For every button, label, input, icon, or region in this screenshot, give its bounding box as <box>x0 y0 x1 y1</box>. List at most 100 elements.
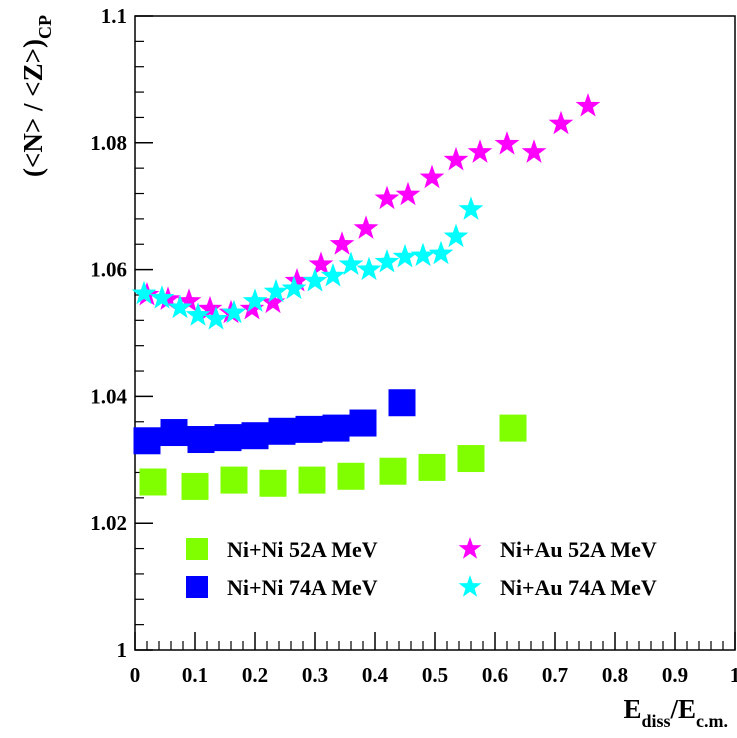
data-point-square <box>268 417 296 445</box>
data-point-star <box>302 268 328 292</box>
data-point-square <box>295 415 323 443</box>
legend-item: Ni+Au 52A MeV <box>458 537 657 562</box>
data-point-square <box>187 426 215 454</box>
x-tick-label: 0.8 <box>602 663 628 687</box>
data-point-star <box>494 131 520 155</box>
legend: Ni+Ni 52A MeV Ni+Au 52A MeV Ni+Ni 74A MeV N… <box>186 537 657 600</box>
y-tick-label: 1.06 <box>90 258 127 282</box>
series-1 <box>139 414 527 500</box>
data-point-star <box>131 280 157 305</box>
series-2 <box>133 389 416 455</box>
x-tick-label: 0.1 <box>182 663 208 687</box>
y-axis-ticks: 1 1.02 1.04 1.06 1.08 1.1 <box>90 4 153 662</box>
data-point-square <box>220 466 248 494</box>
data-point-star <box>242 288 268 312</box>
data-point-square <box>457 445 485 473</box>
data-point-square <box>379 457 407 485</box>
data-point-star <box>521 139 547 163</box>
data-point-star <box>356 256 382 281</box>
data-point-square <box>139 468 167 496</box>
data-point-square <box>214 424 242 452</box>
data-point-square <box>322 414 350 442</box>
data-point-star <box>260 289 286 314</box>
legend-star-marker <box>458 537 482 559</box>
data-marks <box>131 93 601 500</box>
data-point-star <box>185 302 211 326</box>
y-axis-title-sub: CP <box>35 15 55 39</box>
y-tick-label: 1.08 <box>90 131 127 155</box>
x-tick-label: 1 <box>730 663 737 687</box>
y-tick-label: 1.02 <box>90 511 127 535</box>
x-axis-title-sub1: diss <box>641 711 670 731</box>
x-tick-label: 0.5 <box>422 663 448 687</box>
data-point-star <box>329 231 355 255</box>
x-tick-label: 0.3 <box>302 663 328 687</box>
y-tick-label: 1.1 <box>101 4 127 28</box>
data-point-square <box>337 462 365 490</box>
data-point-star <box>167 294 193 319</box>
data-point-star <box>197 295 223 320</box>
data-point-star <box>353 215 379 239</box>
legend-label: Ni+Ni 74A MeV <box>227 575 378 600</box>
x-axis-title-sub2: c.m. <box>696 711 728 731</box>
x-tick-label: 0.2 <box>242 663 268 687</box>
data-point-square <box>181 472 209 500</box>
x-tick-label: 0.6 <box>482 663 508 687</box>
data-point-star <box>263 278 289 303</box>
legend-square-marker <box>186 538 208 560</box>
x-tick-label: 0.4 <box>362 663 389 687</box>
data-point-square <box>259 469 287 497</box>
data-point-star <box>203 306 229 330</box>
legend-item: Ni+Ni 74A MeV <box>186 575 378 600</box>
data-point-star <box>320 262 346 287</box>
x-tick-label: 0.7 <box>542 663 568 687</box>
data-point-star <box>443 146 469 171</box>
data-point-star <box>281 275 307 300</box>
data-point-star <box>458 196 484 220</box>
legend-star-marker <box>458 575 482 597</box>
series-4 <box>131 196 484 330</box>
legend-label: Ni+Au 74A MeV <box>500 575 657 600</box>
y-axis-title: (<N> / <Z>)CP <box>18 15 55 177</box>
data-point-square <box>388 389 416 417</box>
legend-label: Ni+Au 52A MeV <box>500 537 657 562</box>
y-tick-label: 1.04 <box>90 384 127 408</box>
data-point-star <box>338 251 364 276</box>
data-point-square <box>133 427 161 455</box>
data-point-star <box>467 139 493 163</box>
data-point-star <box>395 181 421 206</box>
data-point-star <box>374 185 400 210</box>
data-point-square <box>160 419 188 447</box>
x-axis-title-slash: /E <box>670 694 697 724</box>
y-axis-title-main: (<N> / <Z>) <box>18 39 48 177</box>
data-point-square <box>499 414 527 442</box>
legend-item: Ni+Ni 52A MeV <box>186 537 378 562</box>
data-point-star <box>374 248 400 273</box>
data-point-star <box>149 285 175 309</box>
legend-item: Ni+Au 74A MeV <box>458 575 657 600</box>
data-point-square <box>298 466 326 494</box>
legend-label: Ni+Ni 52A MeV <box>227 537 378 562</box>
data-point-star <box>548 110 574 135</box>
x-tick-label: 0 <box>130 663 141 687</box>
series-3 <box>134 93 601 324</box>
data-point-star <box>575 93 601 117</box>
y-tick-label: 1 <box>117 638 128 662</box>
data-point-square <box>241 422 269 450</box>
legend-square-marker <box>186 576 208 598</box>
data-point-star <box>284 268 310 292</box>
x-axis-ticks: 0 0.1 0.2 0.3 0.4 0.5 0.6 0.7 0.8 0.9 1 <box>130 632 737 687</box>
data-point-star <box>428 240 454 265</box>
data-point-star <box>443 223 469 248</box>
data-point-square <box>418 453 446 481</box>
x-axis-title: Ediss/Ec.m. <box>623 694 728 731</box>
data-point-star <box>410 242 436 267</box>
data-point-square <box>349 409 377 437</box>
x-axis-title-main: E <box>623 694 641 724</box>
data-point-star <box>221 299 247 324</box>
x-tick-label: 0.9 <box>662 663 688 687</box>
data-point-star <box>419 164 445 189</box>
data-point-star <box>392 243 418 268</box>
data-point-star <box>308 251 334 276</box>
